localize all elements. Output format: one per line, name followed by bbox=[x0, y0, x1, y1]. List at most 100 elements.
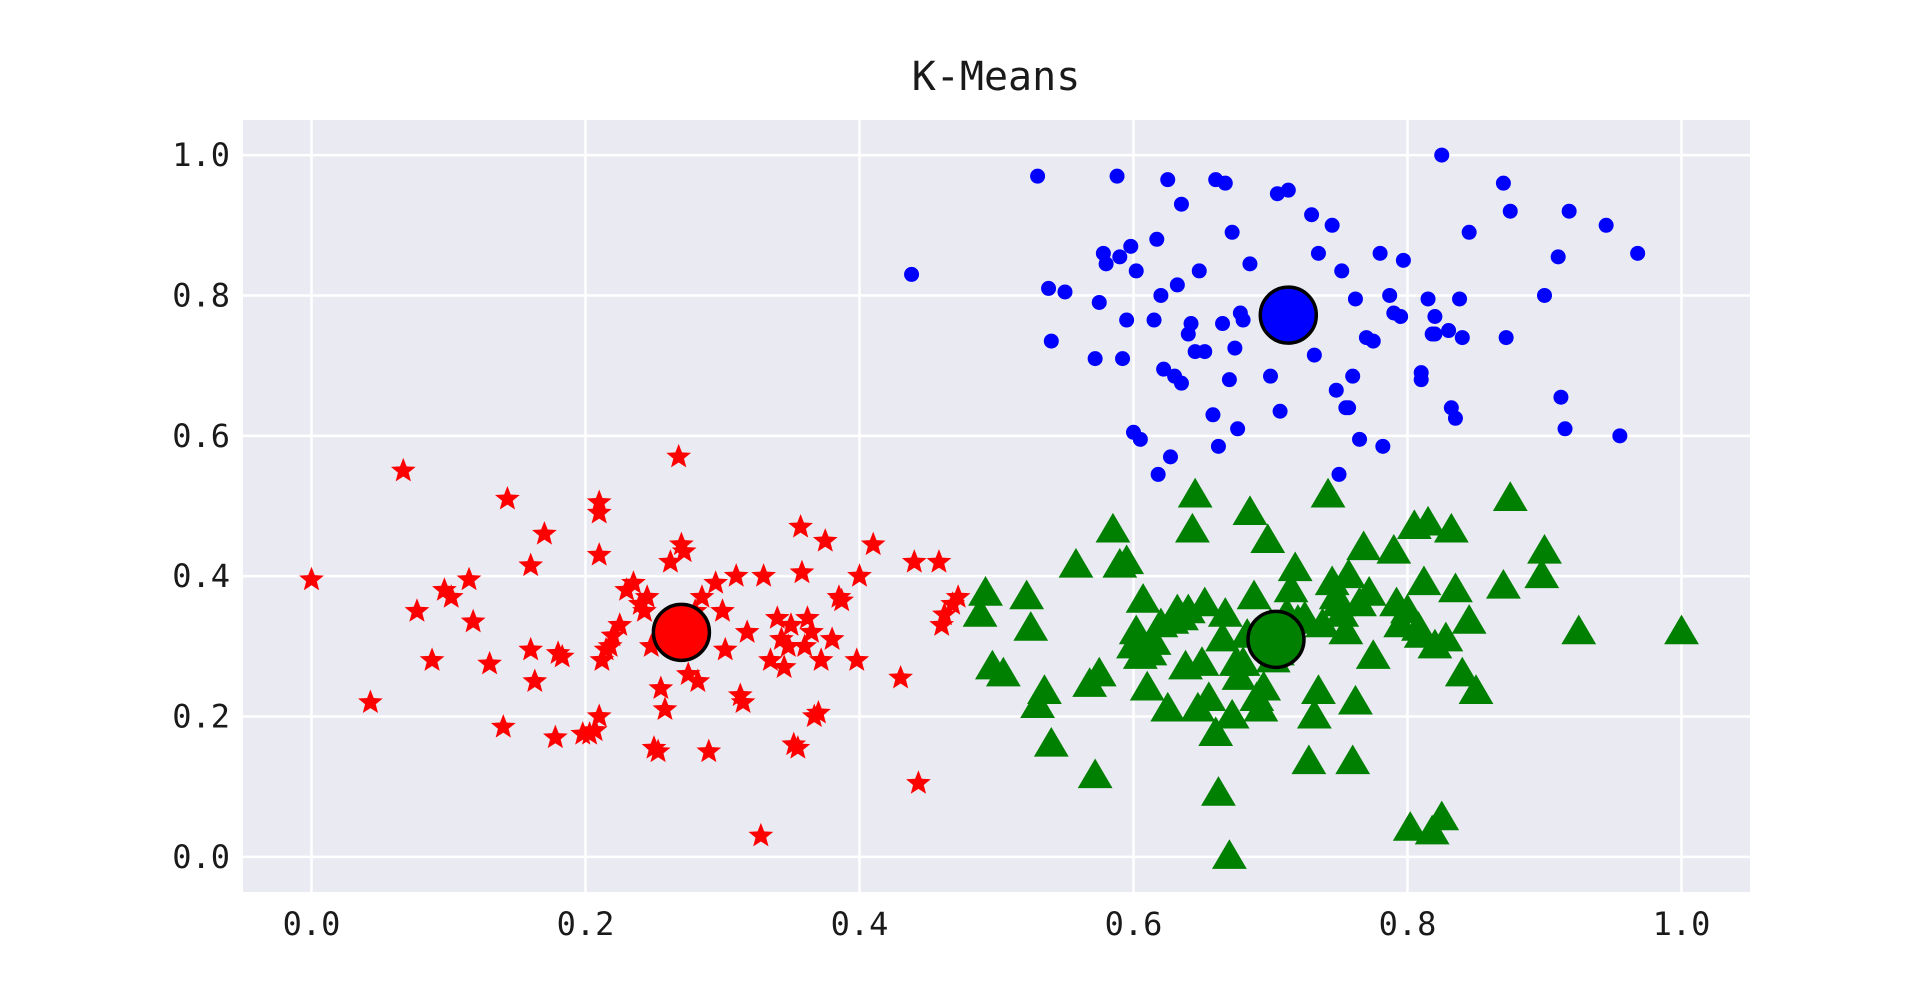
x-tick-label: 0.8 bbox=[1379, 905, 1437, 943]
red-cluster-star-point bbox=[723, 563, 749, 587]
green-cluster-triangle-point bbox=[1175, 512, 1210, 543]
blue-cluster-circle-point bbox=[1393, 309, 1409, 325]
blue-cluster-circle-point bbox=[1235, 312, 1251, 328]
blue-cluster-circle-point bbox=[1169, 277, 1185, 293]
green-cluster-triangle-point bbox=[1291, 744, 1327, 775]
chart-title: K-Means bbox=[912, 54, 1081, 100]
red-cluster-star-point bbox=[495, 485, 520, 510]
green-cluster-triangle-point bbox=[1328, 614, 1364, 645]
x-tick-label: 1.0 bbox=[1653, 905, 1711, 943]
green-cluster-triangle-point bbox=[1433, 512, 1469, 543]
red-cluster-star-point bbox=[627, 591, 653, 615]
blue-cluster-circle-point bbox=[1395, 252, 1411, 268]
red-cluster-star-point bbox=[932, 601, 957, 626]
green-cluster-triangle-point bbox=[1191, 681, 1227, 711]
blue-cluster-circle-point bbox=[1372, 245, 1388, 261]
blue-cluster-circle-point bbox=[1461, 224, 1477, 240]
blue-cluster-circle-point bbox=[1132, 431, 1148, 447]
red-cluster-star-point bbox=[522, 668, 548, 692]
green-cluster-triangle-point bbox=[968, 576, 1003, 606]
blue-cluster-circle-point bbox=[1242, 256, 1258, 272]
green-cluster-triangle-point bbox=[1187, 586, 1223, 617]
y-tick-label: 1.0 bbox=[172, 136, 230, 174]
red-cluster-star-point bbox=[734, 619, 760, 643]
blue-cluster-circle-point bbox=[1098, 256, 1114, 272]
green-cluster-triangle-point bbox=[1125, 583, 1161, 613]
red-cluster-star-point bbox=[710, 598, 735, 622]
green-cluster-triangle-point bbox=[1277, 551, 1313, 582]
blue-cluster-circle-point bbox=[1210, 438, 1226, 454]
blue-cluster-circle-point bbox=[1306, 347, 1322, 363]
blue-cluster-circle-point bbox=[1115, 351, 1131, 367]
red-cluster-star-point bbox=[586, 703, 612, 728]
red-cluster-star-point bbox=[847, 563, 872, 587]
green-cluster-triangle-point bbox=[1077, 758, 1113, 789]
blue-cluster-circle-point bbox=[1550, 249, 1566, 265]
blue-cluster-circle-point bbox=[1162, 449, 1178, 465]
blue-cluster-circle-point bbox=[1553, 389, 1569, 405]
blue-cluster-circle-point bbox=[1434, 147, 1450, 163]
red-cluster-star-point bbox=[586, 500, 612, 524]
red-cluster-star-point bbox=[597, 633, 623, 657]
green-cluster-triangle-point bbox=[1305, 607, 1340, 638]
red-cluster-star-point bbox=[829, 587, 855, 612]
blue-cluster-circle-point bbox=[1091, 294, 1107, 310]
red-cluster-star-point bbox=[703, 570, 729, 594]
green-cluster-triangle-point bbox=[1150, 691, 1186, 722]
red-cluster-star-point bbox=[712, 636, 738, 661]
x-tick-label: 0.0 bbox=[283, 905, 341, 943]
blue-cluster-circle-point bbox=[1561, 203, 1577, 219]
red-cluster-star-point bbox=[795, 605, 820, 629]
blue-cluster-circle-point bbox=[1280, 182, 1296, 198]
blue-cluster-circle-point bbox=[1153, 287, 1169, 303]
red-cluster-star-point bbox=[689, 584, 715, 608]
blue-cluster-circle-point bbox=[1227, 340, 1243, 356]
green-cluster-triangle-point bbox=[1428, 621, 1464, 652]
blue-cluster-circle-point bbox=[1537, 287, 1552, 303]
green-cluster-triangle-point bbox=[1225, 646, 1261, 676]
red-cluster-star-point bbox=[632, 598, 657, 622]
red-cluster-star-point bbox=[788, 514, 813, 538]
blue-cluster-circle-point bbox=[1087, 351, 1103, 367]
blue-cluster-circle-point bbox=[1310, 245, 1326, 261]
green-cluster-triangle-point bbox=[1236, 579, 1272, 610]
blue-cluster-circle-point bbox=[1030, 168, 1046, 184]
red-cluster-star-point bbox=[769, 626, 794, 650]
green-cluster-triangle-point bbox=[1201, 776, 1236, 806]
green-cluster-triangle-point bbox=[1301, 674, 1336, 704]
red-cluster-star-point bbox=[929, 612, 955, 636]
red-cluster-star-point bbox=[589, 647, 615, 671]
blue-cluster-circle-point bbox=[1160, 172, 1176, 188]
blue-cluster-circle-point bbox=[1630, 245, 1646, 261]
red-cluster-star-point bbox=[888, 664, 913, 689]
blue-cluster-circle-point bbox=[1502, 203, 1518, 219]
red-cluster-star-point bbox=[404, 598, 430, 622]
green-cluster-triangle-point bbox=[1027, 674, 1062, 704]
green-cluster-triangle-point bbox=[1486, 569, 1521, 599]
red-cluster-star-point bbox=[358, 689, 383, 714]
blue-cluster-circle-point bbox=[1057, 284, 1073, 300]
red-cluster-star-point bbox=[906, 770, 931, 794]
x-tick-label: 0.4 bbox=[831, 905, 889, 943]
blue-cluster-circle-point bbox=[1123, 238, 1139, 254]
red-cluster-star-point bbox=[778, 612, 804, 636]
green-cluster-triangle-point bbox=[1246, 670, 1282, 701]
green-cluster-triangle-point bbox=[1177, 477, 1213, 508]
blue-cluster-circle-point bbox=[1109, 168, 1125, 184]
red-cluster-star-point bbox=[792, 633, 818, 657]
green-cluster-triangle-point bbox=[1392, 811, 1428, 841]
red-cluster-star-point bbox=[582, 717, 608, 742]
green-cluster-triangle-point bbox=[962, 597, 998, 627]
green-cluster-triangle-point bbox=[1250, 523, 1286, 554]
blue-cluster-circle-point bbox=[1495, 175, 1511, 191]
green-cluster-triangle-point bbox=[1527, 533, 1562, 564]
blue-cluster-circle-point bbox=[1454, 330, 1470, 346]
blue-cluster-circle-point bbox=[1447, 410, 1463, 426]
grid-lines bbox=[243, 120, 1750, 892]
y-tick-label: 0.8 bbox=[172, 276, 230, 314]
blue-cluster-circle-point bbox=[1347, 291, 1363, 307]
red-cluster-star-point bbox=[545, 640, 571, 664]
red-cluster-star-point bbox=[543, 724, 568, 749]
red-cluster-star-point bbox=[456, 566, 482, 591]
green-cluster-triangle-point bbox=[1664, 614, 1699, 645]
